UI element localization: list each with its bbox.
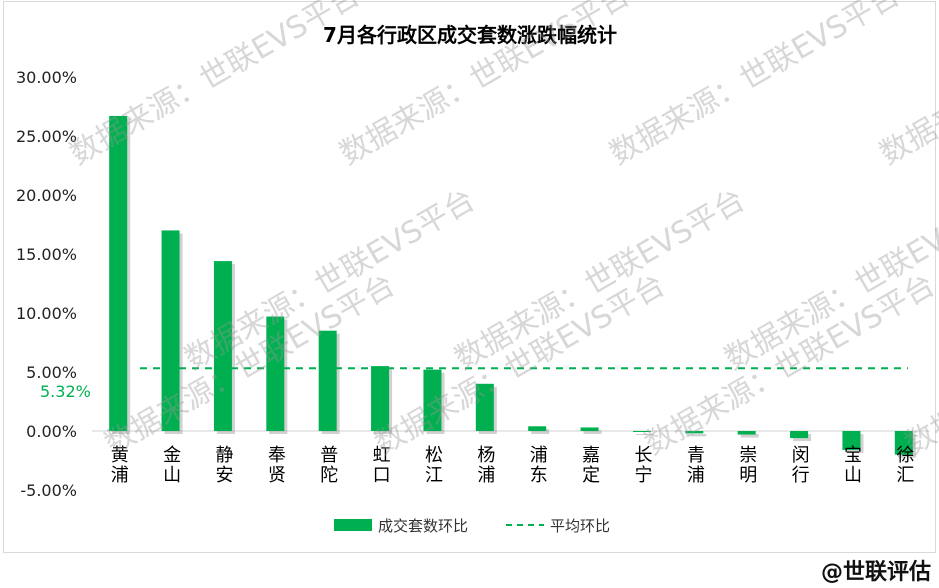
y-tick-label: 15.00%	[16, 245, 77, 264]
average-value-label: 5.32%	[40, 382, 91, 401]
bar-松江	[423, 369, 442, 431]
bar-shadow	[635, 434, 654, 435]
bar-shadow	[531, 429, 550, 434]
bar-徐汇	[894, 431, 913, 455]
x-tick-label: 长宁	[631, 445, 652, 485]
y-tick-label: 0.00%	[26, 422, 77, 441]
credit-text: @世联评估	[820, 560, 931, 585]
bar-嘉定	[580, 427, 599, 431]
x-tick-label: 松江	[422, 445, 443, 485]
x-tick-label: 杨浦	[474, 445, 495, 485]
x-tick-label: 静安	[212, 445, 233, 485]
legend-bar-label: 成交套数环比	[378, 517, 468, 535]
x-tick-label: 普陀	[317, 445, 338, 485]
x-tick-label: 崇明	[736, 445, 757, 485]
bar-杨浦	[475, 383, 494, 431]
y-tick-label: 30.00%	[16, 68, 77, 87]
x-tick-label: 宝山	[841, 445, 862, 485]
y-tick-label: 25.00%	[16, 127, 77, 146]
y-tick-label: 10.00%	[16, 304, 77, 323]
bar-宝山	[842, 431, 861, 450]
bar-青浦	[685, 431, 704, 434]
chart-title: 7月各行政区成交套数涨跌幅统计	[323, 23, 617, 47]
legend-bar-swatch	[334, 519, 372, 531]
bar-闵行	[790, 431, 809, 439]
bar-奉贤	[266, 316, 285, 431]
y-axis: -5.00% 0.00% 5.00% 10.00% 15.00% 20.00% 25.00%…	[16, 68, 77, 500]
x-axis-labels: 黄浦 金山 静安 奉贤 普陀 虹口 松江 杨浦 浦东 嘉定 长宁 青浦 崇明 闵行 宝山 徐汇	[108, 445, 915, 485]
y-tick-label: -5.00%	[20, 481, 77, 500]
chart-frame	[3, 1, 936, 553]
x-tick-label: 黄浦	[108, 445, 129, 485]
y-tick-label: 5.00%	[26, 363, 77, 382]
x-tick-label: 徐汇	[893, 445, 914, 485]
x-tick-label: 闵行	[789, 445, 810, 485]
y-tick-label: 20.00%	[16, 186, 77, 205]
bars-group	[109, 115, 916, 458]
x-tick-label: 虹口	[370, 445, 391, 485]
x-tick-label: 嘉定	[579, 445, 600, 485]
bar-虹口	[371, 366, 390, 431]
bar-金山	[161, 230, 180, 431]
bar-shadow	[740, 434, 759, 438]
bar-shadow	[688, 434, 707, 437]
bar-长宁	[632, 431, 651, 432]
bar-黄浦	[109, 115, 128, 431]
x-tick-label: 奉贤	[265, 445, 286, 485]
bar-静安	[213, 261, 232, 431]
bar-浦东	[528, 426, 547, 431]
bar-shadow	[583, 430, 602, 434]
bar-崇明	[737, 431, 756, 435]
legend-average-label: 平均环比	[550, 517, 610, 535]
x-tick-label: 浦东	[527, 445, 548, 485]
x-tick-label: 金山	[160, 445, 181, 485]
x-tick-label: 青浦	[684, 445, 705, 485]
legend: 成交套数环比 平均环比	[334, 517, 610, 535]
average-line-group: 5.32%	[40, 367, 908, 401]
bar-chart: 7月各行政区成交套数涨跌幅统计 -5.00% 0.00% 5.00% 10.00% 15…	[16, 23, 930, 535]
bar-普陀	[318, 330, 337, 431]
